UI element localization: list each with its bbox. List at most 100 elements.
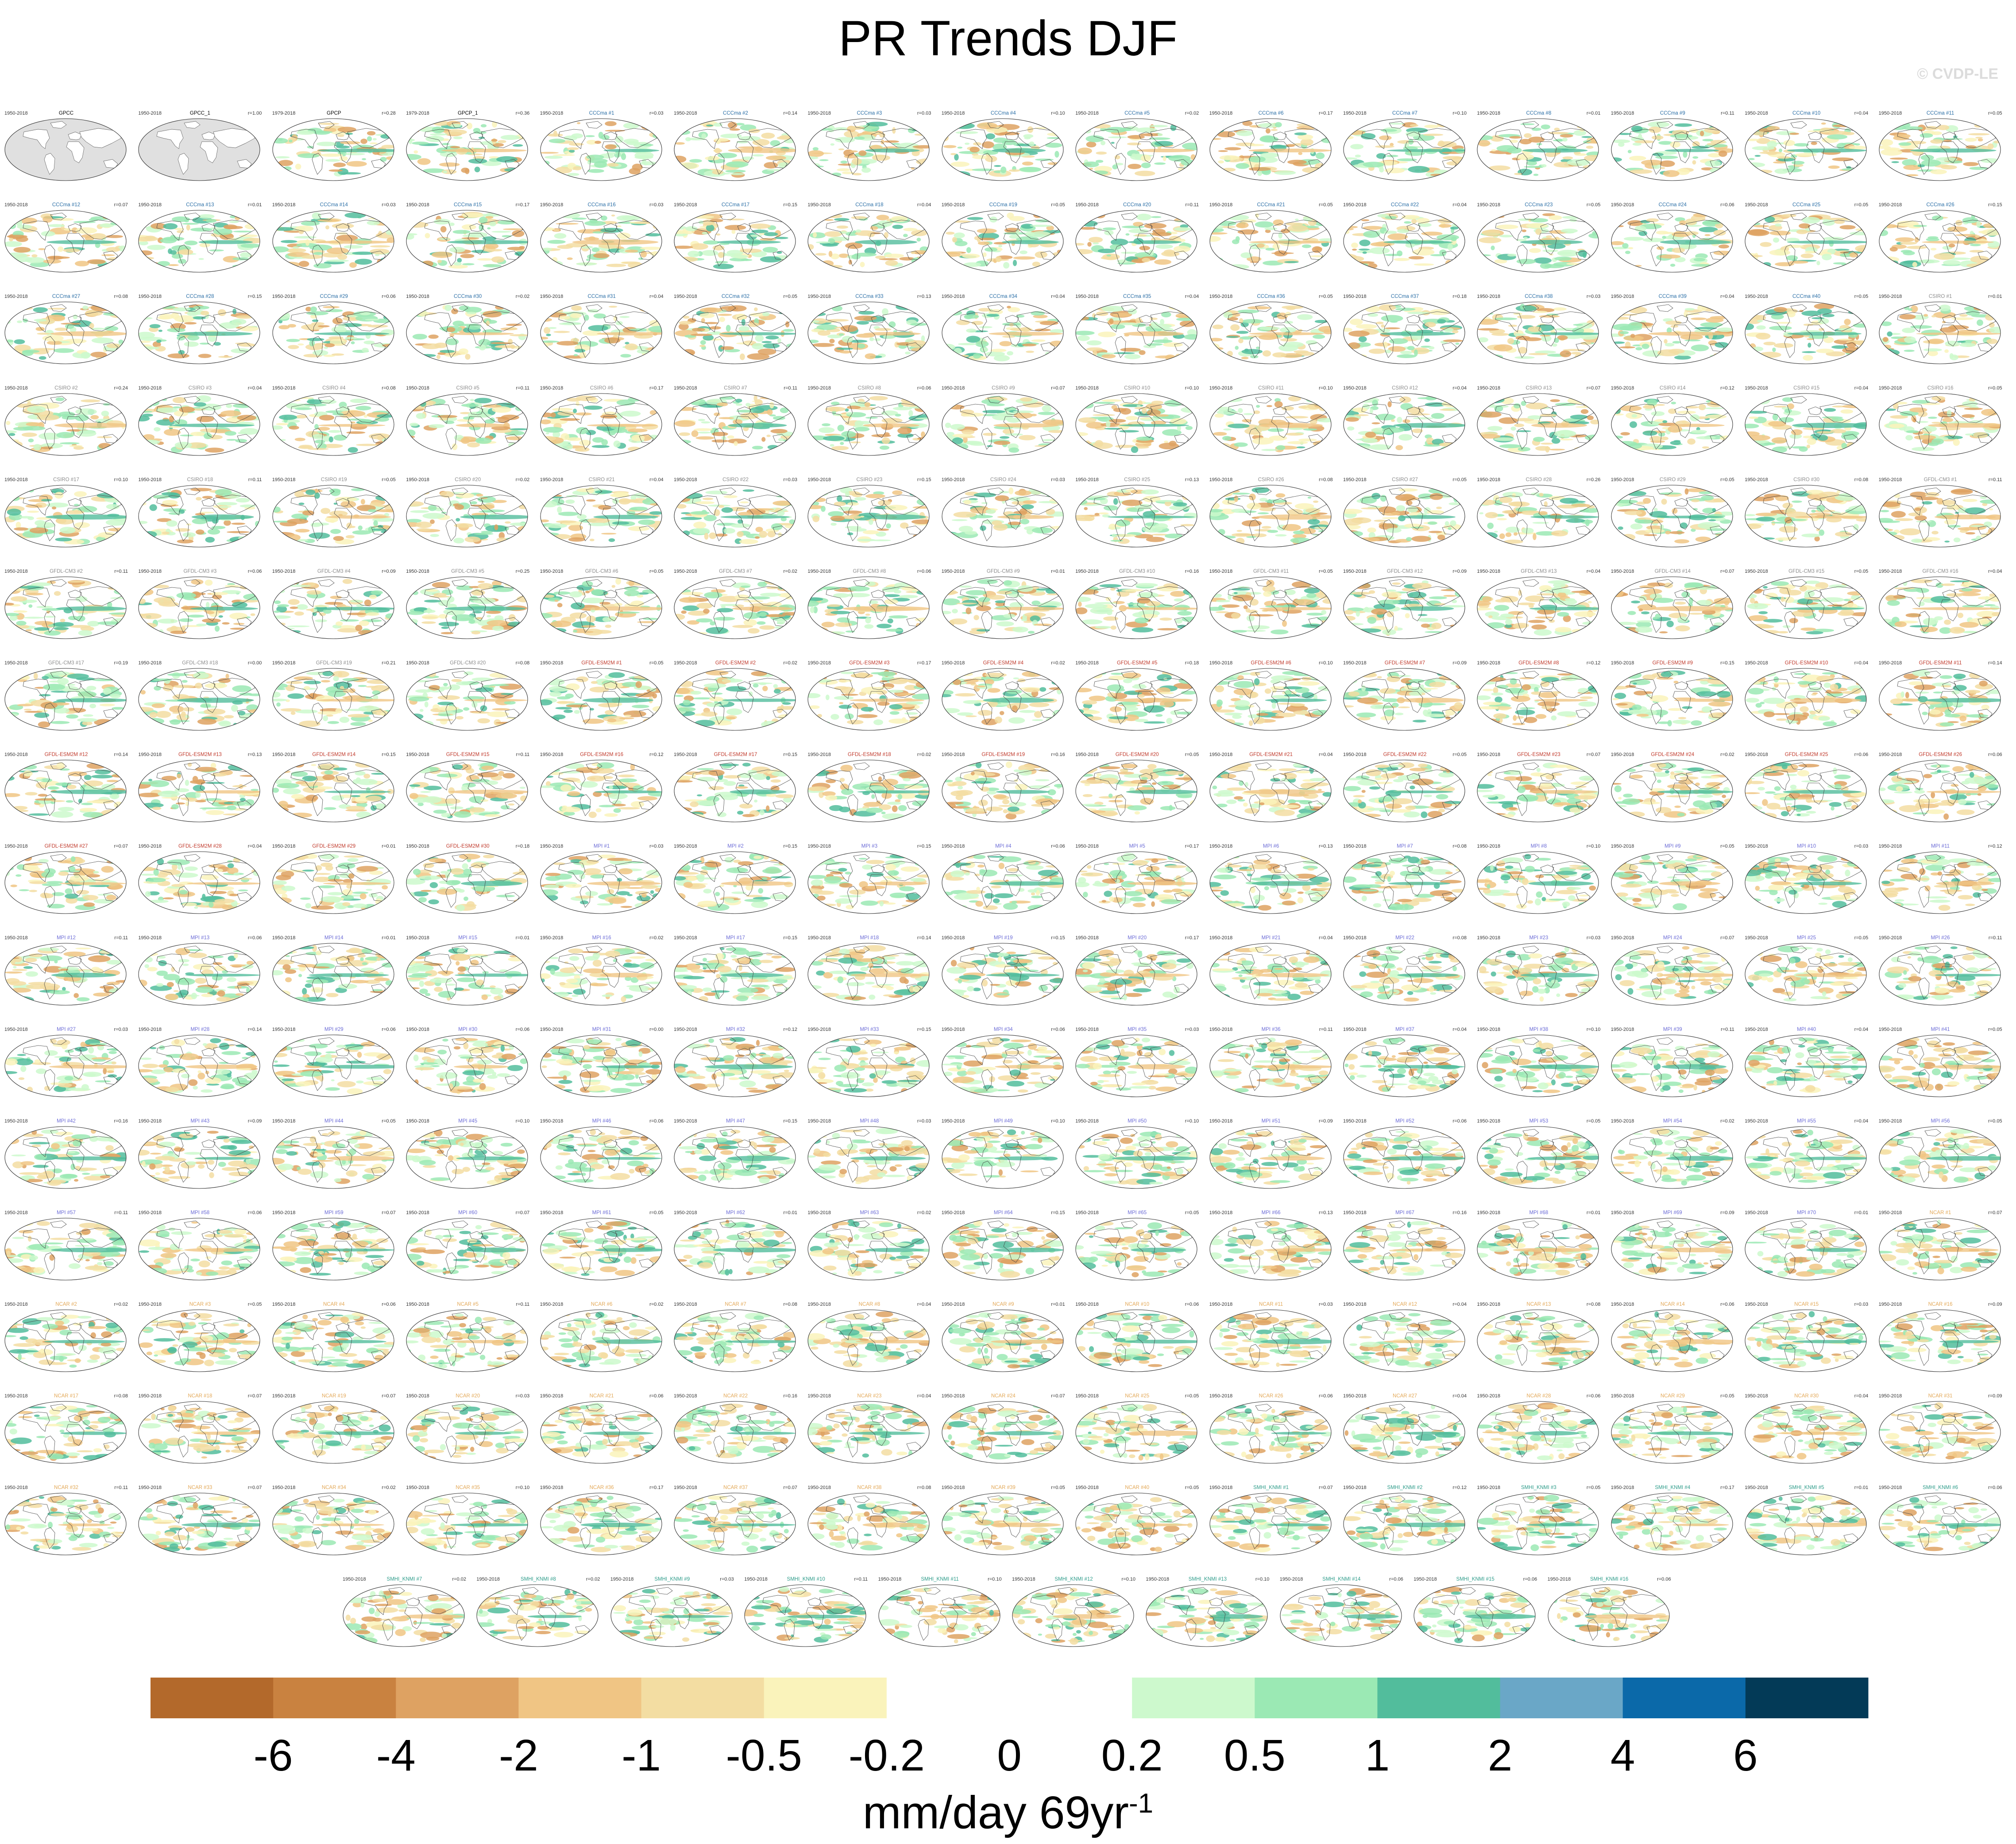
panel-correlation-label: r=0.16 [1453,1210,1467,1216]
panel-map [1745,301,1867,364]
panel-period-label: 1950-2018 [1477,1393,1500,1399]
panel-member-label: SMHI_KNMI #6 [1878,1485,2003,1491]
map-panel: MPI #11 1950-2018 r=0.12 [1878,844,2003,914]
panel-map [138,1218,260,1281]
colorbar-swatch [1500,1678,1623,1718]
panel-correlation-label: r=0.12 [1988,844,2002,849]
map-panel: GFDL-CM3 #14 1950-2018 r=0.07 [1610,569,1735,640]
map-panel: CSIRO #7 1950-2018 r=0.11 [673,386,798,456]
map-panel: SMHI_KNMI #1 1950-2018 r=0.07 [1209,1485,1334,1556]
panel-member-label: GPCC_1 [137,111,263,116]
panel-correlation-label: r=0.13 [917,294,931,300]
panel-member-label: MPI #17 [673,935,798,941]
panel-period-label: 1950-2018 [1477,844,1500,849]
panel-map [674,1309,796,1372]
map-panel: CSIRO #24 1950-2018 r=0.03 [941,477,1066,548]
panel-correlation-label: r=0.06 [1854,752,1869,758]
map-panel: NCAR #15 1950-2018 r=0.03 [1744,1302,1869,1373]
panel-map [540,1401,662,1464]
panel-period-label: 1950-2018 [942,569,965,575]
panel-period-label: 1950-2018 [942,1210,965,1216]
panel-member-label: GFDL-ESM2M #15 [405,752,530,758]
panel-map [942,485,1064,548]
panel-correlation-label: r=0.06 [1988,752,2002,758]
map-panel: NCAR #20 1950-2018 r=0.03 [405,1393,530,1464]
panel-correlation-label: r=0.11 [516,386,530,391]
panel-map [674,668,796,731]
panel-period-label: 1950-2018 [272,1393,296,1399]
panel-map [1611,1493,1733,1555]
map-panel: GFDL-CM3 #8 1950-2018 r=0.06 [807,569,932,640]
panel-map [1879,1309,2001,1372]
panel-member-label: MPI #57 [4,1210,129,1216]
panel-period-label: 1950-2018 [1879,1119,1902,1124]
panel-member-label: MPI #13 [137,935,263,941]
panel-map [1209,576,1332,639]
panel-period-label: 1950-2018 [540,752,564,758]
panel-member-label: MPI #47 [673,1119,798,1124]
panel-period-label: 1950-2018 [807,1027,831,1033]
panel-period-label: 1950-2018 [1611,1485,1634,1491]
panel-correlation-label: r=0.05 [1185,1485,1199,1491]
colorbar-tick-label: -0.2 [849,1731,925,1780]
panel-period-label: 1950-2018 [1611,935,1634,941]
map-panel: MPI #13 1950-2018 r=0.06 [137,935,263,1006]
panel-member-label: MPI #16 [539,935,664,941]
panel-period-label: 1950-2018 [1075,752,1099,758]
panel-member-label: CCCma #6 [1209,111,1334,116]
panel-member-label: MPI #51 [1209,1119,1334,1124]
panel-member-label: MPI #53 [1476,1119,1601,1124]
panel-period-label: 1950-2018 [1477,1027,1500,1033]
panel-map [1343,1493,1465,1555]
panel-map [1209,1218,1332,1281]
panel-correlation-label: r=0.09 [248,1119,262,1124]
panel-correlation-label: r=0.06 [1453,1119,1467,1124]
panel-map [1075,1034,1197,1097]
panel-period-label: 1950-2018 [1611,660,1634,666]
panel-map [674,1401,796,1464]
panel-period-label: 1950-2018 [138,1210,162,1216]
panel-map [138,393,260,456]
panel-map [138,118,260,181]
panel-correlation-label: r=0.06 [1185,1302,1199,1308]
panel-period-label: 1950-2018 [807,569,831,575]
panel-map [1343,1034,1465,1097]
panel-correlation-label: r=0.01 [1051,569,1065,575]
panel-period-label: 1950-2018 [1075,844,1099,849]
panel-correlation-label: r=0.07 [248,1485,262,1491]
map-panel: CSIRO #29 1950-2018 r=0.05 [1610,477,1735,548]
panel-member-label: CCCma #20 [1074,202,1200,208]
panel-correlation-label: r=0.07 [1587,386,1601,391]
panel-period-label: 1950-2018 [942,1119,965,1124]
panel-map [406,210,528,273]
panel-member-label: GFDL-ESM2M #4 [941,660,1066,666]
panel-period-label: 1950-2018 [807,477,831,483]
panel-period-label: 1950-2018 [807,1210,831,1216]
map-panel: CCCma #40 1950-2018 r=0.05 [1744,294,1869,365]
panel-member-label: GPCP [271,111,397,116]
panel-period-label: 1950-2018 [1209,1302,1233,1308]
panel-member-label: SMHI_KNMI #15 [1413,1577,1538,1582]
panel-correlation-label: r=0.10 [1255,1577,1270,1582]
panel-period-label: 1950-2018 [674,1302,697,1308]
panel-period-label: 1950-2018 [1611,752,1634,758]
panel-correlation-label: r=0.03 [917,1119,931,1124]
panel-member-label: MPI #26 [1878,935,2003,941]
panel-period-label: 1950-2018 [138,1302,162,1308]
map-panel: CSIRO #23 1950-2018 r=0.15 [807,477,932,548]
panel-correlation-label: r=0.06 [917,386,931,391]
panel-period-label: 1950-2018 [1209,294,1233,300]
panel-member-label: CSIRO #6 [539,386,664,391]
panel-member-label: NCAR #19 [271,1393,397,1399]
panel-correlation-label: r=0.05 [1319,202,1333,208]
panel-correlation-label: r=0.02 [784,660,798,666]
panel-period-label: 1950-2018 [942,202,965,208]
panel-period-label: 1950-2018 [1611,569,1634,575]
map-panel: NCAR #39 1950-2018 r=0.05 [941,1485,1066,1556]
panel-correlation-label: r=0.24 [114,386,128,391]
map-panel: MPI #43 1950-2018 r=0.09 [137,1119,263,1189]
panel-period-label: 1950-2018 [1477,477,1500,483]
colorbar-tick-label: -4 [376,1731,416,1780]
panel-correlation-label: r=0.06 [248,569,262,575]
panel-member-label: GFDL-ESM2M #3 [807,660,932,666]
